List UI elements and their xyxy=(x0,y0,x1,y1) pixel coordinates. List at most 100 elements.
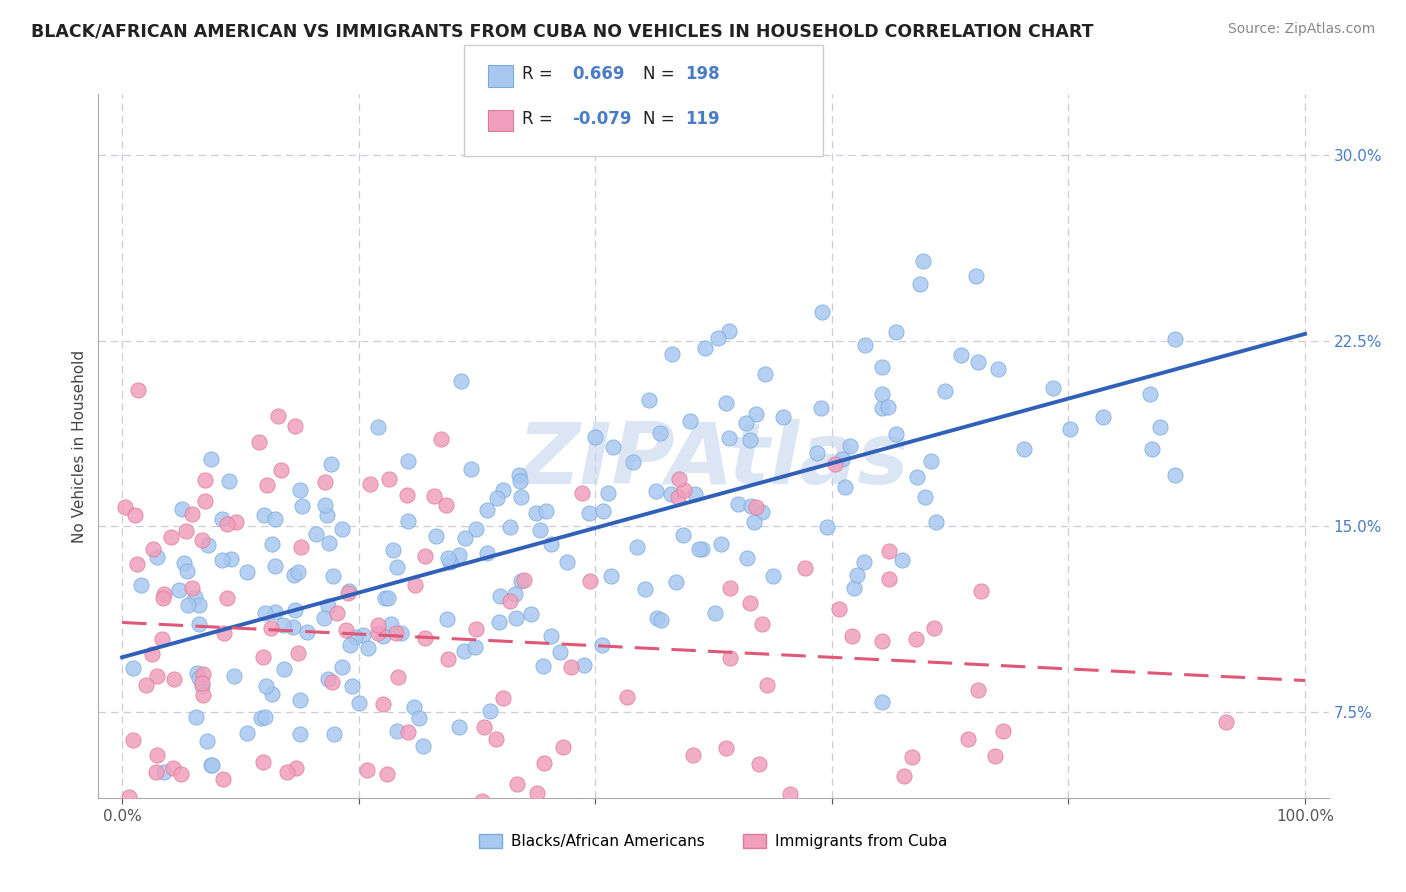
Point xyxy=(447,548,470,562)
Point xyxy=(340,679,363,693)
Text: N =: N = xyxy=(643,110,679,128)
Point xyxy=(634,582,657,597)
Point xyxy=(188,599,211,613)
Point xyxy=(591,638,613,652)
Point xyxy=(437,550,460,565)
Point xyxy=(492,690,515,705)
Point xyxy=(290,540,312,554)
Point xyxy=(841,630,863,644)
Point xyxy=(218,474,240,488)
Point xyxy=(367,618,389,632)
Point xyxy=(710,537,733,551)
Point xyxy=(270,463,292,477)
Point xyxy=(965,268,987,283)
Point xyxy=(508,467,530,482)
Point xyxy=(524,506,547,520)
Point xyxy=(215,516,238,531)
Point xyxy=(254,606,277,620)
Point xyxy=(162,761,184,775)
Point xyxy=(602,440,624,454)
Point xyxy=(742,515,765,529)
Point xyxy=(191,679,214,693)
Point xyxy=(124,508,146,522)
Point xyxy=(121,874,143,888)
Point xyxy=(740,596,762,610)
Point xyxy=(284,761,307,775)
Point xyxy=(288,693,311,707)
Point xyxy=(1091,409,1114,424)
Point xyxy=(793,560,815,574)
Point xyxy=(173,556,195,570)
Point xyxy=(225,515,247,529)
Point xyxy=(236,565,259,579)
Point xyxy=(176,564,198,578)
Point xyxy=(287,566,309,580)
Point xyxy=(751,505,773,519)
Point xyxy=(578,574,600,589)
Point xyxy=(436,612,458,626)
Point xyxy=(114,500,136,514)
Point xyxy=(188,671,211,685)
Point xyxy=(378,472,401,486)
Point xyxy=(540,629,562,643)
Point xyxy=(176,524,198,538)
Point xyxy=(901,750,924,764)
Point xyxy=(247,434,270,449)
Point xyxy=(488,615,510,630)
Point xyxy=(877,400,900,414)
Point xyxy=(779,787,801,801)
Point xyxy=(1012,442,1035,456)
Point xyxy=(811,304,834,318)
Point xyxy=(273,662,295,676)
Point xyxy=(423,489,446,503)
Point xyxy=(222,857,245,871)
Point xyxy=(626,541,648,555)
Point xyxy=(842,581,865,595)
Point xyxy=(335,623,357,637)
Point xyxy=(197,538,219,552)
Point xyxy=(1149,420,1171,434)
Point xyxy=(1139,386,1161,401)
Point xyxy=(1215,714,1237,729)
Point xyxy=(404,700,426,714)
Point xyxy=(668,472,690,486)
Point xyxy=(914,490,936,504)
Point xyxy=(745,407,768,421)
Text: Source: ZipAtlas.com: Source: ZipAtlas.com xyxy=(1227,22,1375,37)
Point xyxy=(884,427,907,442)
Point xyxy=(464,622,486,636)
Point xyxy=(475,503,498,517)
Point xyxy=(177,598,200,612)
Point xyxy=(472,720,495,734)
Point xyxy=(276,765,298,780)
Point xyxy=(314,475,336,490)
Point xyxy=(717,324,740,338)
Point xyxy=(236,725,259,739)
Point xyxy=(439,555,461,569)
Point xyxy=(503,587,526,601)
Point xyxy=(153,587,176,601)
Point xyxy=(449,720,471,734)
Point xyxy=(150,632,173,646)
Point xyxy=(314,498,336,512)
Point xyxy=(405,578,427,592)
Point xyxy=(412,739,434,753)
Text: -0.079: -0.079 xyxy=(572,110,631,128)
Point xyxy=(536,504,558,518)
Point xyxy=(891,553,914,567)
Point xyxy=(659,487,682,501)
Point xyxy=(153,765,176,780)
Point xyxy=(637,392,659,407)
Point xyxy=(142,541,165,556)
Point xyxy=(321,675,343,690)
Point xyxy=(471,794,494,808)
Point xyxy=(810,401,832,416)
Point xyxy=(991,724,1014,739)
Point xyxy=(479,704,502,718)
Point xyxy=(219,552,242,566)
Point xyxy=(905,632,928,647)
Point xyxy=(125,557,148,571)
Point xyxy=(429,432,451,446)
Point xyxy=(1164,332,1187,346)
Point xyxy=(454,532,477,546)
